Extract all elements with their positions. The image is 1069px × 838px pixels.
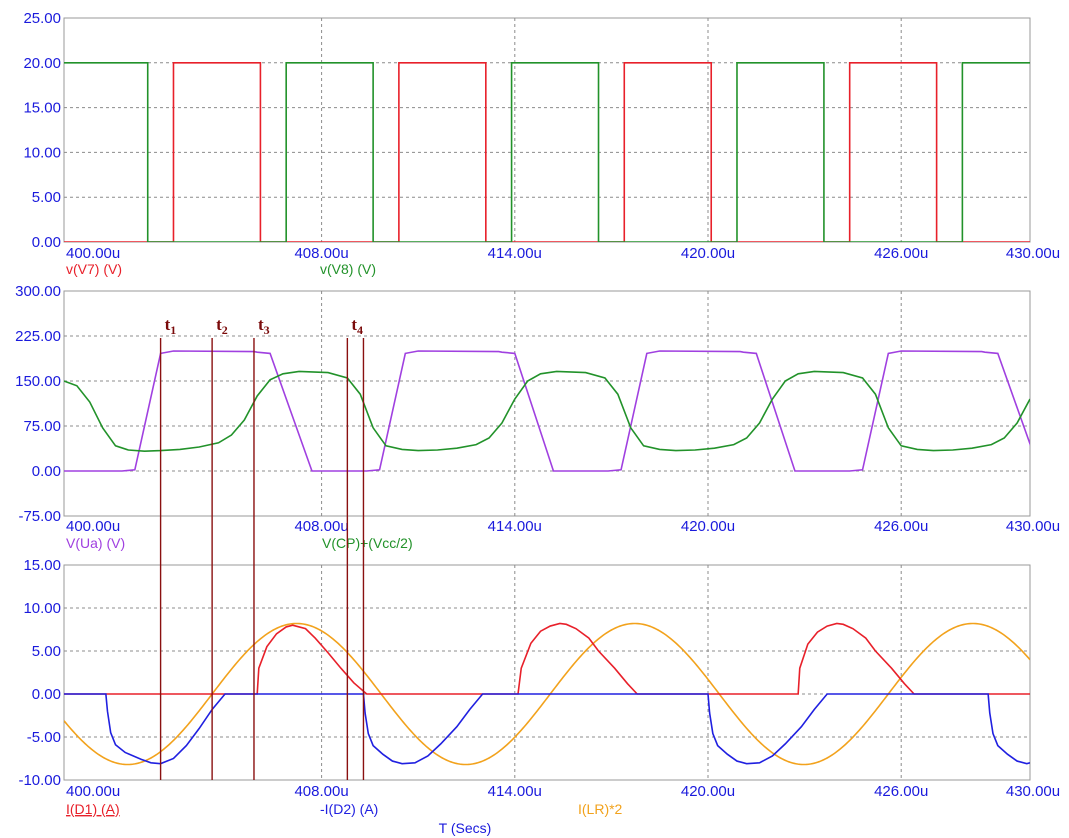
x-tick-label: 408.00u — [294, 245, 348, 262]
x-tick-label: 430.00u — [1006, 783, 1060, 800]
series-line-1-1 — [64, 62, 1030, 242]
x-tick-label: 414.00u — [488, 518, 542, 535]
x-tick-label: 426.00u — [874, 245, 928, 262]
legend-label: v(V8) (V) — [320, 261, 376, 277]
y-tick-label: 0.00 — [32, 234, 61, 251]
y-tick-label: 15.00 — [23, 557, 61, 574]
series-line-3-1 — [64, 622, 1030, 766]
time-annotations: t1 t2 t3 t4 — [165, 315, 363, 337]
legend-label: V(CP)+(Vcc/2) — [322, 535, 413, 551]
legend-label: -I(D2) (A) — [320, 801, 378, 817]
plot-frame — [63, 290, 1031, 517]
plot-frame — [63, 564, 1031, 781]
y-tick-label: 10.00 — [23, 144, 61, 161]
series-line-1-2 — [64, 62, 1030, 242]
x-tick-label: 426.00u — [874, 518, 928, 535]
x-tick-label: 408.00u — [294, 783, 348, 800]
x-tick-label: 420.00u — [681, 518, 735, 535]
series-line-2-1 — [64, 350, 1030, 472]
annotation-label: t2 — [216, 315, 228, 337]
x-axis-title: T (Secs) — [439, 820, 492, 836]
y-tick-label: 75.00 — [23, 418, 61, 435]
x-tick-label: 400.00u — [66, 783, 120, 800]
x-tick-label: 414.00u — [488, 245, 542, 262]
x-tick-label: 400.00u — [66, 518, 120, 535]
panel-2: -75.00 0.00 75.00 150.00 225.00 300.00 400.00u… — [15, 283, 1060, 551]
x-tick-label: 426.00u — [874, 783, 928, 800]
annotation-label: t4 — [351, 315, 363, 337]
y-tick-label: 20.00 — [23, 55, 61, 72]
legend-label: V(Ua) (V) — [66, 535, 125, 551]
y-tick-label: 15.00 — [23, 100, 61, 117]
plot-panels: 0.00 5.00 10.00 15.00 20.00 25.00 400.00u 408.0… — [15, 10, 1060, 817]
legend-label: I(D1) (A) — [66, 801, 120, 817]
series-line-3-2 — [64, 622, 1030, 695]
legend-label: v(V7) (V) — [66, 261, 122, 277]
y-tick-label: 25.00 — [23, 10, 61, 27]
y-tick-label: -10.00 — [18, 772, 61, 789]
y-tick-label: 0.00 — [32, 463, 61, 480]
x-tick-label: 420.00u — [681, 783, 735, 800]
y-tick-label: 300.00 — [15, 283, 61, 300]
annotation-label: t1 — [165, 315, 177, 337]
series-line-3-3 — [64, 693, 1030, 765]
y-tick-label: 225.00 — [15, 328, 61, 345]
annotation-label: t3 — [258, 315, 270, 337]
plot-frame — [63, 17, 1031, 243]
y-tick-label: 5.00 — [32, 189, 61, 206]
y-tick-label: -5.00 — [27, 729, 61, 746]
y-tick-label: -75.00 — [18, 508, 61, 525]
x-tick-label: 408.00u — [294, 518, 348, 535]
x-tick-label: 430.00u — [1006, 518, 1060, 535]
y-tick-label: 0.00 — [32, 686, 61, 703]
y-tick-label: 10.00 — [23, 600, 61, 617]
series-line-2-2 — [64, 370, 1030, 453]
x-tick-label: 414.00u — [488, 783, 542, 800]
legend-label: I(LR)*2 — [578, 801, 623, 817]
y-tick-label: 150.00 — [15, 373, 61, 390]
x-tick-label: 420.00u — [681, 245, 735, 262]
x-tick-label: 430.00u — [1006, 245, 1060, 262]
panel-3: -10.00 -5.00 0.00 5.00 10.00 15.00 400.00u 408.… — [18, 557, 1060, 817]
y-tick-label: 5.00 — [32, 643, 61, 660]
x-tick-label: 400.00u — [66, 245, 120, 262]
panel-1: 0.00 5.00 10.00 15.00 20.00 25.00 400.00u 408.0… — [23, 10, 1060, 277]
vertical-markers — [159, 338, 365, 780]
